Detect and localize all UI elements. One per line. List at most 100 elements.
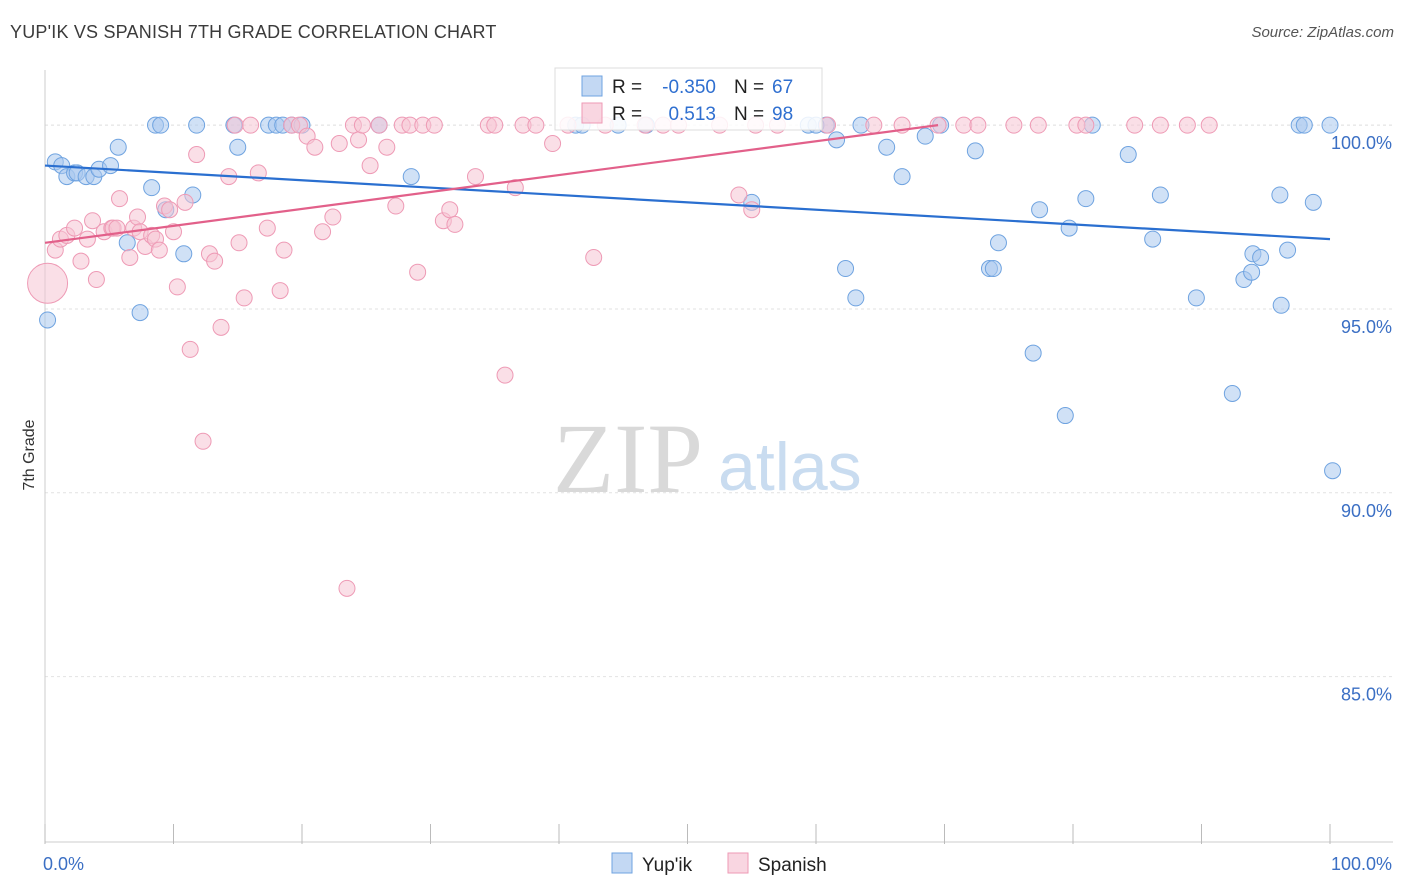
x-tick-label-100: 100.0%	[1331, 854, 1392, 874]
point-spanish-14	[121, 248, 139, 266]
data-points	[27, 116, 1342, 597]
watermark: ZIP atlas	[553, 403, 862, 514]
point-spanish-55	[378, 138, 396, 156]
stats-r-value-yupik: -0.350	[662, 77, 716, 98]
point-yupik-42	[893, 168, 911, 186]
point-yupik-13	[143, 179, 161, 197]
stats-n-value-yupik: 67	[772, 77, 793, 98]
point-spanish-61	[425, 116, 443, 134]
point-yupik-63	[1252, 248, 1270, 266]
point-spanish-25	[168, 278, 186, 296]
axes	[44, 70, 1393, 844]
point-yupik-70	[1321, 116, 1339, 134]
point-yupik-43	[916, 127, 934, 145]
point-yupik-68	[1295, 116, 1313, 134]
point-yupik-11	[118, 234, 136, 252]
point-spanish-26	[176, 193, 194, 211]
point-spanish-39	[258, 219, 276, 237]
legend-swatch-yupik	[611, 852, 633, 874]
point-spanish-46	[314, 223, 332, 241]
series-legend: Yup'ik Spanish	[611, 852, 827, 876]
y-tick-label-90: 90.0%	[1341, 501, 1392, 521]
y-tick-labels: 100.0% 95.0% 90.0% 85.0%	[1331, 133, 1392, 704]
point-yupik-19	[188, 116, 206, 134]
point-spanish-47	[324, 208, 342, 226]
point-yupik-48	[989, 234, 1007, 252]
point-spanish-95	[1151, 116, 1169, 134]
x-tick-label-0: 0.0%	[43, 854, 84, 874]
point-yupik-39	[847, 289, 865, 307]
stats-r-label-spanish: R =	[612, 104, 642, 125]
y-tick-label-100: 100.0%	[1331, 133, 1392, 153]
point-spanish-8	[87, 271, 105, 289]
point-spanish-68	[496, 366, 514, 384]
point-yupik-61	[1243, 263, 1261, 281]
point-yupik-21	[229, 138, 247, 156]
point-spanish-59	[409, 263, 427, 281]
trend-line-yupik	[44, 164, 1331, 241]
point-spanish-88	[955, 116, 973, 134]
point-spanish-16	[129, 208, 147, 226]
point-spanish-29	[194, 432, 212, 450]
point-yupik-10	[109, 138, 127, 156]
point-spanish-81	[743, 201, 761, 219]
point-spanish-54	[370, 116, 388, 134]
point-spanish-37	[242, 116, 260, 134]
stats-r-label-yupik: R =	[612, 77, 642, 98]
point-yupik-17	[175, 245, 193, 263]
point-spanish-45	[306, 138, 324, 156]
point-spanish-35	[230, 234, 248, 252]
point-spanish-89	[969, 116, 987, 134]
stats-swatch-yupik	[581, 75, 603, 97]
point-spanish-41	[275, 241, 293, 259]
point-yupik-38	[837, 260, 855, 278]
point-spanish-6	[78, 230, 96, 248]
point-spanish-96	[1178, 116, 1196, 134]
point-yupik-0	[39, 311, 57, 329]
point-spanish-67	[486, 116, 504, 134]
point-yupik-57	[1151, 186, 1169, 204]
x-tick-labels: 0.0% 100.0%	[43, 854, 1392, 874]
point-spanish-74	[585, 248, 603, 266]
point-spanish-64	[446, 215, 464, 233]
point-yupik-69	[1304, 193, 1322, 211]
point-spanish-93	[1077, 116, 1095, 134]
point-spanish-49	[338, 579, 356, 597]
point-spanish-65	[466, 168, 484, 186]
point-spanish-21	[150, 241, 168, 259]
point-yupik-58	[1187, 289, 1205, 307]
point-spanish-53	[361, 157, 379, 175]
point-spanish-63	[441, 201, 459, 219]
watermark-zip: ZIP	[553, 403, 703, 514]
point-yupik-15	[152, 116, 170, 134]
point-yupik-64	[1271, 186, 1289, 204]
y-tick-label-85: 85.0%	[1341, 685, 1392, 705]
point-yupik-9	[102, 157, 120, 175]
point-spanish-52	[353, 116, 371, 134]
watermark-atlas: atlas	[718, 429, 862, 505]
point-yupik-59	[1223, 385, 1241, 403]
point-spanish-28	[188, 146, 206, 164]
point-spanish-56	[387, 197, 405, 215]
y-tick-label-95: 95.0%	[1341, 317, 1392, 337]
point-yupik-55	[1119, 146, 1137, 164]
source-credit: Source: ZipAtlas.com	[1251, 24, 1394, 41]
legend-label-spanish: Spanish	[758, 855, 827, 876]
stats-n-label-yupik: N =	[734, 77, 764, 98]
point-spanish-23	[161, 201, 179, 219]
legend-label-yupik: Yup'ik	[642, 855, 693, 876]
point-yupik-52	[1060, 219, 1078, 237]
point-yupik-12	[131, 304, 149, 322]
point-spanish-34	[226, 116, 244, 134]
point-spanish-13	[111, 190, 129, 208]
point-spanish-32	[212, 318, 230, 336]
point-spanish-4	[66, 219, 84, 237]
point-yupik-45	[966, 142, 984, 160]
point-spanish-7	[84, 212, 102, 230]
point-spanish-80	[730, 186, 748, 204]
point-spanish-5	[72, 252, 90, 270]
point-spanish-24	[165, 223, 182, 241]
point-yupik-28	[402, 168, 420, 186]
point-yupik-56	[1144, 230, 1162, 248]
